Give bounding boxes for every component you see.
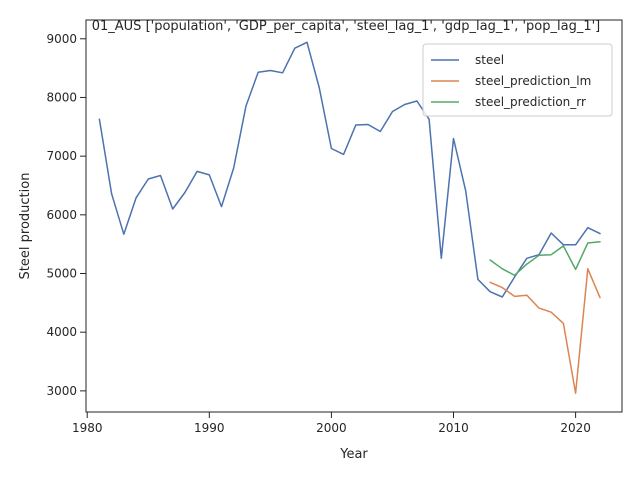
y-tick-label: 6000 <box>46 208 77 222</box>
chart-title: 01_AUS ['population', 'GDP_per_capita', … <box>92 19 601 34</box>
x-axis-label: Year <box>339 447 368 462</box>
legend: steel steel_prediction_lm steel_prediction… <box>422 43 613 117</box>
legend-label: steel_prediction_lm <box>475 74 591 88</box>
x-tick-label: 1990 <box>194 421 225 435</box>
legend-box <box>422 43 613 117</box>
x-tick-label: 1980 <box>72 421 103 435</box>
plot-frame <box>85 19 623 413</box>
y-tick-label: 9000 <box>46 32 77 46</box>
legend-label: steel <box>475 53 504 67</box>
series-line-steel-prediction-lm <box>489 268 601 394</box>
y-tick-label: 3000 <box>46 384 77 398</box>
y-tick-label: 7000 <box>46 149 77 163</box>
x-tick-label: 2010 <box>438 421 469 435</box>
y-tick-label: 4000 <box>46 325 77 339</box>
y-tick-label: 8000 <box>46 90 77 104</box>
y-axis-label: Steel production <box>18 173 33 280</box>
x-tick-label: 2020 <box>560 421 591 435</box>
series-line-steel-prediction-rr <box>489 241 601 277</box>
x-tick-label: 2000 <box>316 421 347 435</box>
series-lines <box>98 41 601 394</box>
y-tick-label: 5000 <box>46 267 77 281</box>
legend-label: steel_prediction_rr <box>475 95 586 109</box>
y-axis-ticks: 3000 4000 5000 6000 7000 8000 9000 <box>46 32 86 398</box>
x-axis-ticks: 1980 1990 2000 2010 2020 <box>72 412 591 435</box>
